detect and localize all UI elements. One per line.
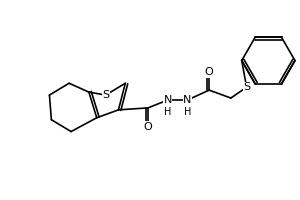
- Text: H: H: [184, 107, 191, 117]
- Text: O: O: [144, 122, 152, 132]
- Text: H: H: [164, 107, 171, 117]
- Text: N: N: [183, 95, 192, 105]
- Text: N: N: [164, 95, 172, 105]
- Text: O: O: [205, 67, 214, 77]
- Text: S: S: [243, 82, 250, 92]
- Text: S: S: [102, 90, 109, 100]
